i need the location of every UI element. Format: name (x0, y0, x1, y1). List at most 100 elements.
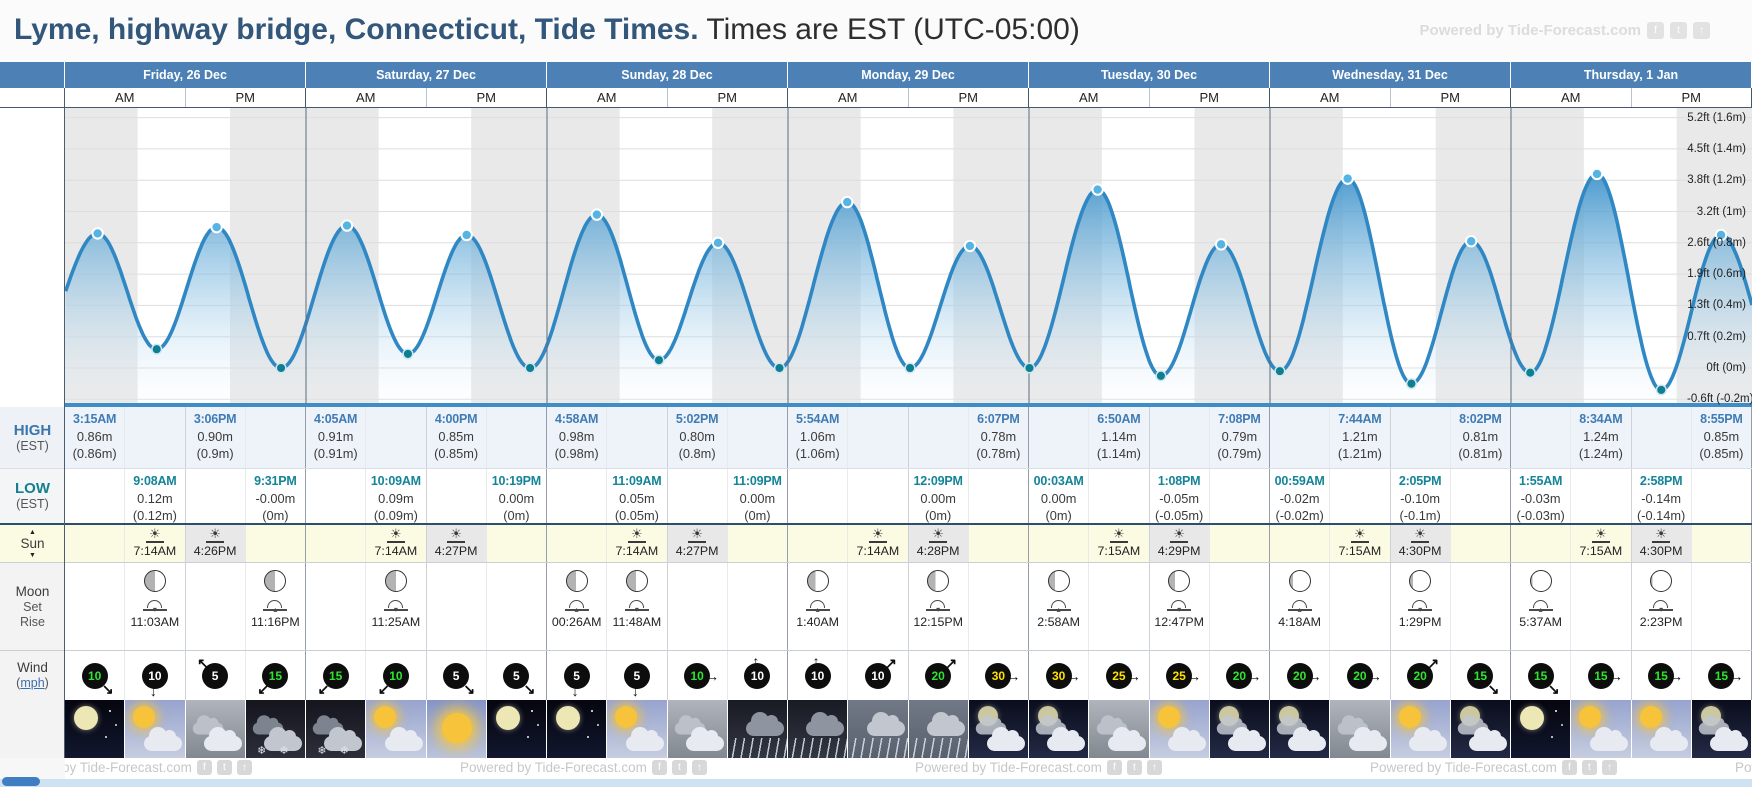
low-tide-time: 2:05PM (1398, 474, 1442, 488)
wind-direction-arrow: → (1367, 668, 1382, 684)
low-tide-marker (773, 362, 786, 374)
low-tide-marker (275, 362, 287, 374)
sunset-icon: ☀ (186, 527, 245, 543)
high-tide-entry: 3:15AM 0.86m (0.86m) (65, 407, 124, 462)
share-icon-3[interactable]: ↑ (236, 760, 252, 775)
moon-horizon (142, 609, 167, 611)
high-tide-time: 8:34AM (1579, 412, 1623, 426)
share-icon-3[interactable]: ↑ (1693, 22, 1710, 39)
wind-badge: 30 → (980, 657, 1020, 695)
quarter-cell: ☀ 4:26PM (185, 525, 246, 562)
quarter-cell (1511, 525, 1572, 562)
snow-icon: ❄ ❄ (317, 745, 354, 757)
mph-unit-link[interactable]: mph (20, 676, 45, 690)
low-tide-height-alt: (-0.03m) (1516, 508, 1565, 523)
sunset-icon: ☀ (1391, 527, 1450, 543)
sunset-icon-glyph: ☀ (1655, 526, 1667, 541)
sunrise-icon-glyph: ☀ (631, 526, 643, 541)
wind-direction-arrow: ↗ (1427, 655, 1440, 671)
bottom-scrollbar-thumb[interactable] (2, 777, 40, 786)
cloud-icon (1710, 727, 1748, 751)
wind-badge: 15 ↘ (1462, 657, 1500, 697)
moon-entry: ▴ 1:40AM (788, 563, 847, 629)
low-tide-height: 0.05m (619, 491, 655, 506)
sunset-icon-horizon (1170, 541, 1189, 543)
powered-by-header: Powered by Tide-Forecast.com f t ↑ (1420, 22, 1710, 39)
moonrise-time: 00:26AM (551, 615, 602, 629)
quarter-cell (848, 563, 909, 650)
quarter-cell (968, 525, 1029, 562)
quarter-cell (1270, 407, 1331, 468)
wind-badge: 5 ↖ (197, 656, 233, 695)
moon-arc (1050, 600, 1066, 608)
share-icon-1[interactable]: f (1561, 760, 1577, 775)
high-tide-entry: 7:44AM 1.21m (1.21m) (1330, 407, 1389, 462)
share-icon-2[interactable]: t (671, 760, 687, 775)
quarter-cell: 11:09PM 0.00m (0m) (727, 469, 788, 524)
low-row-label: LOW (EST) (0, 468, 65, 523)
quarter-cell (968, 563, 1029, 650)
day-header-cell: Thursday, 1 Jan (1511, 62, 1752, 88)
share-icon-2[interactable]: t (1670, 22, 1687, 39)
share-icon-3[interactable]: ↑ (691, 760, 707, 775)
share-icon-2[interactable]: t (1126, 760, 1142, 775)
sun-row-label: ▲ Sun ▼ (0, 523, 65, 562)
high-tide-height: 1.21m (1342, 429, 1378, 444)
ampm-spacer (0, 88, 65, 107)
share-icon-1[interactable]: f (1647, 22, 1664, 39)
quarter-cell: 15 → (1571, 651, 1632, 700)
day-header-cell: Friday, 26 Dec (65, 62, 306, 88)
moon-arrow: ▾ (1418, 605, 1423, 614)
share-icon-1[interactable]: f (651, 760, 667, 775)
cloud-icon (324, 727, 363, 751)
day-header-cell: Monday, 29 Dec (788, 62, 1029, 88)
low-tide-marker (1023, 362, 1036, 374)
quarter-cell: 5 ↘ (486, 651, 547, 700)
sunrise-icon: ☀ (125, 527, 184, 543)
quarter-cell (245, 407, 306, 468)
weather-tile-cloudy (185, 700, 246, 758)
cloud-icon (203, 727, 242, 751)
low-tide-height-alt: (0m) (744, 508, 771, 523)
page-title-location: Lyme, highway bridge, Connecticut, Tide … (14, 13, 699, 46)
quarter-cell (486, 525, 547, 562)
wind-badge: 10 ↘ (77, 657, 114, 696)
quarter-cell (65, 563, 126, 650)
low-tide-marker (1524, 367, 1536, 379)
wind-speed: 10 (684, 663, 711, 689)
wind-badge: 10 ↑ (800, 654, 836, 695)
high-tide-height: 0.79m (1221, 429, 1258, 444)
quarter-cell: 5 ↓ (607, 651, 668, 700)
sort-down-icon[interactable]: ▼ (29, 551, 36, 559)
share-icon-3[interactable]: ↑ (1601, 760, 1617, 775)
low-tide-time: 11:09PM (733, 474, 782, 488)
share-icon-3[interactable]: ↑ (1146, 760, 1162, 775)
cloud-icon (384, 727, 423, 751)
wind-direction-arrow: ↓ (631, 683, 639, 699)
share-icon-2[interactable]: t (216, 760, 232, 775)
wind-badge: 15 ↙ (257, 657, 293, 696)
share-icon-1[interactable]: f (196, 760, 212, 775)
wind-direction-arrow: ↘ (1487, 681, 1500, 697)
high-tide-entry: 5:54AM 1.06m (1.06m) (788, 407, 847, 462)
quarter-cell: 3:15AM 0.86m (0.86m) (65, 407, 126, 468)
low-tide-entry: 9:08AM 0.12m (0.12m) (125, 469, 184, 524)
share-icon-2[interactable]: t (1581, 760, 1597, 775)
weather-tile-rain-day (848, 700, 909, 758)
weather-tile-clear-night (65, 700, 126, 758)
high-tide-time: 7:08PM (1218, 412, 1261, 426)
quarter-cell (788, 525, 849, 562)
high-tide-time: 8:55PM (1700, 412, 1743, 426)
share-icon-1[interactable]: f (1106, 760, 1122, 775)
sort-up-icon[interactable]: ▲ (29, 528, 36, 536)
wind-direction-arrow: → (1187, 668, 1202, 684)
moonset-icon: ▾ (383, 600, 408, 614)
cloud-icon (926, 712, 965, 736)
weather-tile-partly-day (1149, 700, 1210, 758)
wind-direction-arrow: ↙ (317, 681, 330, 697)
high-tide-time: 8:02PM (1459, 412, 1502, 426)
high-tide-height-alt: (0.91m) (313, 446, 358, 461)
high-tide-height-alt: (0.79m) (1217, 446, 1262, 461)
low-tide-height-alt: (-0.1m) (1399, 508, 1441, 523)
wind-badge: 25 → (1101, 657, 1141, 695)
